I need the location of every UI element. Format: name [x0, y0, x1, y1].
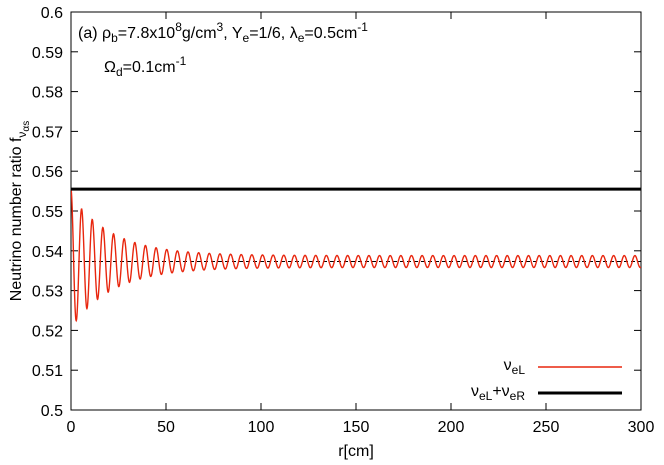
x-tick-label: 300 — [628, 419, 655, 436]
y-tick-label: 0.5 — [41, 403, 63, 420]
series-veL-line — [71, 188, 641, 323]
y-tick-label: 0.57 — [32, 124, 63, 141]
y-axis-ticks: 0.5 0.51 0.52 0.53 0.54 0.55 0.56 0.57 0.58 0.59 0… — [32, 5, 641, 420]
legend-label-veL-plus-veR: νeL+νeR — [471, 383, 525, 403]
x-tick-label: 50 — [157, 419, 175, 436]
y-tick-label: 0.59 — [32, 45, 63, 62]
x-tick-label: 250 — [533, 419, 560, 436]
x-axis-label: r[cm] — [338, 443, 374, 460]
y-tick-label: 0.52 — [32, 323, 63, 340]
x-tick-label: 100 — [248, 419, 275, 436]
y-tick-label: 0.54 — [32, 244, 63, 261]
x-axis-ticks: 0 50 100 150 200 250 300 — [67, 12, 655, 436]
series-layer — [71, 187, 641, 323]
legend-label-veL: νeL — [504, 357, 526, 377]
y-tick-label: 0.53 — [32, 284, 63, 301]
y-tick-label: 0.58 — [32, 85, 63, 102]
y-tick-label: 0.51 — [32, 363, 63, 380]
parameter-annotation-line2: Ωd=0.1cm-1 — [104, 54, 187, 79]
y-tick-label: 0.56 — [32, 164, 63, 181]
x-tick-label: 200 — [438, 419, 465, 436]
x-tick-label: 0 — [67, 419, 76, 436]
parameter-annotation-line1: (a) ρb=7.8x108g/cm3, Ye=1/6, λe=0.5cm-1 — [78, 20, 368, 45]
y-tick-label: 0.55 — [32, 204, 63, 221]
y-axis-label: Neutrino number ratio fναs — [8, 121, 32, 301]
y-tick-label: 0.6 — [41, 5, 63, 22]
x-tick-label: 150 — [343, 419, 370, 436]
legend: νeL νeL+νeR — [471, 357, 622, 403]
